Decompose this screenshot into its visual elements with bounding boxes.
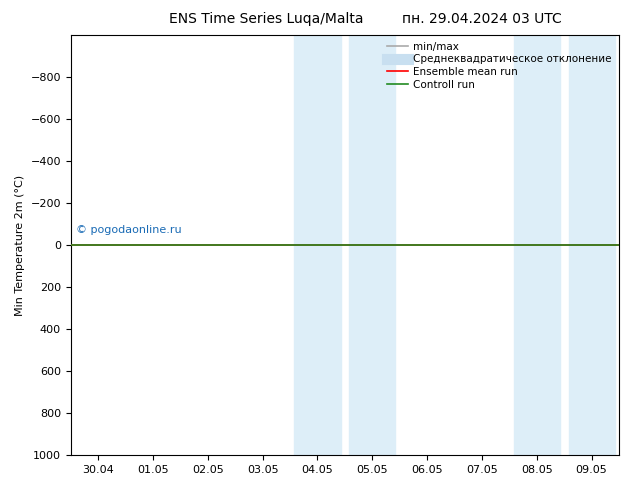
Text: ENS Time Series Luqa/Malta: ENS Time Series Luqa/Malta — [169, 12, 363, 26]
Text: пн. 29.04.2024 03 UTC: пн. 29.04.2024 03 UTC — [402, 12, 562, 26]
Text: © pogodaonline.ru: © pogodaonline.ru — [76, 225, 182, 235]
Y-axis label: Min Temperature 2m (°C): Min Temperature 2m (°C) — [15, 174, 25, 316]
Bar — [514, 35, 560, 455]
Bar — [569, 35, 614, 455]
Bar — [349, 35, 396, 455]
Bar — [294, 35, 340, 455]
Legend: min/max, Среднеквадратическое отклонение, Ensemble mean run, Controll run: min/max, Среднеквадратическое отклонение… — [385, 40, 614, 92]
